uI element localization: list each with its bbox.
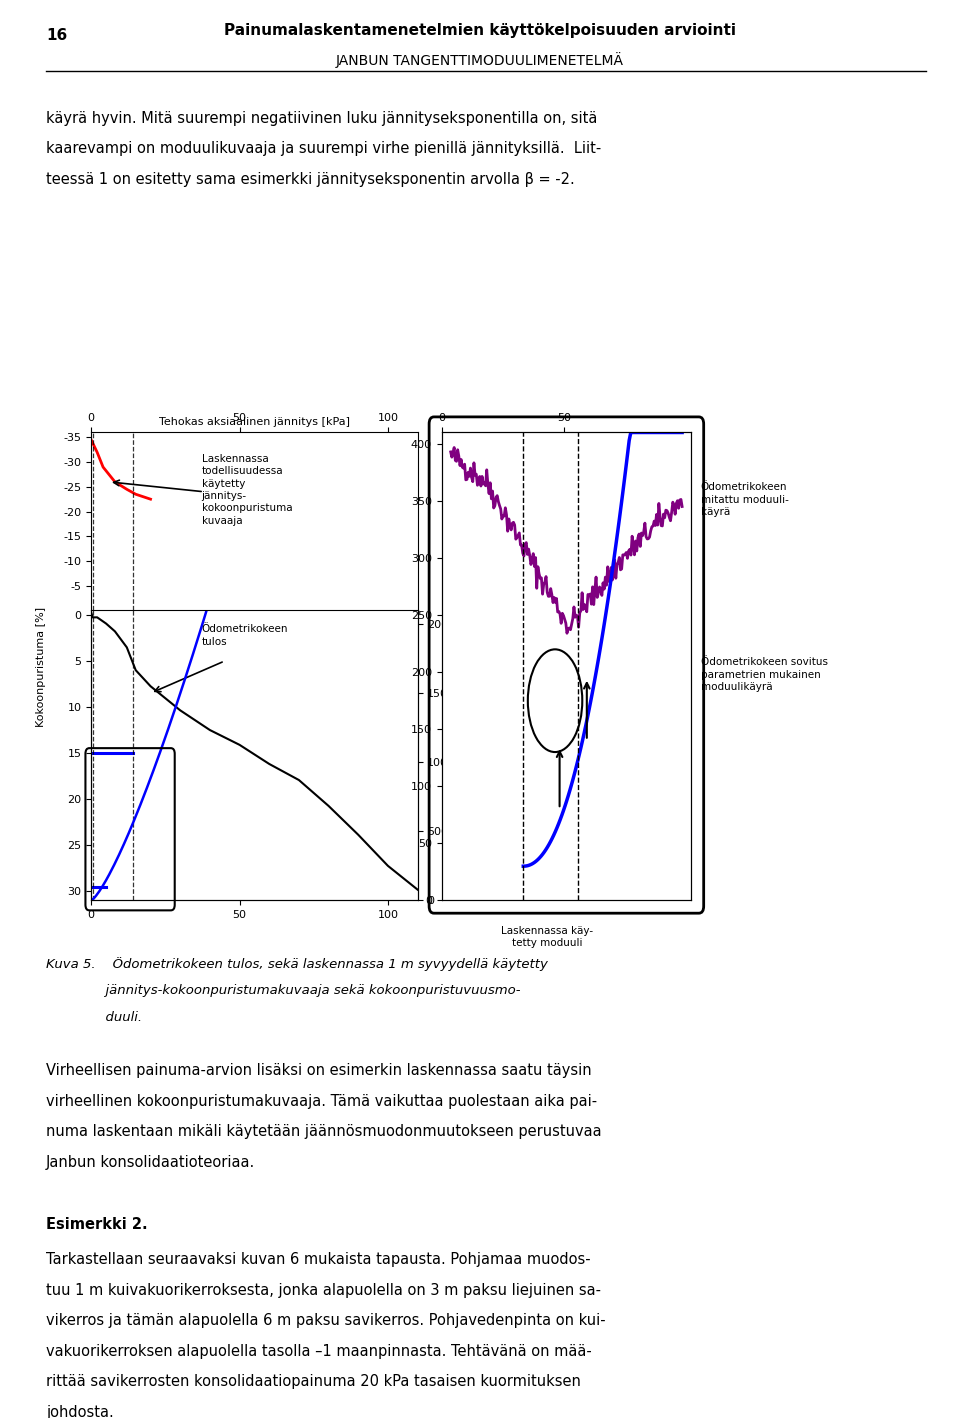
Text: johdosta.: johdosta. [46,1404,114,1418]
Text: vakuorikerroksen alapuolella tasolla –1 maanpinnasta. Tehtävänä on mää-: vakuorikerroksen alapuolella tasolla –1 … [46,1344,591,1358]
Text: duuli.: duuli. [46,1011,142,1024]
Text: Laskennassa
todellisuudessa
käytetty
jännitys-
kokoonpuristuma
kuvaaja: Laskennassa todellisuudessa käytetty jän… [202,454,292,526]
Text: Esimerkki 2.: Esimerkki 2. [46,1217,148,1232]
Text: Virheellisen painuma-arvion lisäksi on esimerkin laskennassa saatu täysin: Virheellisen painuma-arvion lisäksi on e… [46,1064,591,1079]
Text: Janbun konsolidaatioteoriaa.: Janbun konsolidaatioteoriaa. [46,1154,255,1170]
Text: vikerros ja tämän alapuolella 6 m paksu savikerros. Pohjavedenpinta on kui-: vikerros ja tämän alapuolella 6 m paksu … [46,1313,606,1329]
Text: Ödometrikokeen
mitattu moduuli-
käyrä: Ödometrikokeen mitattu moduuli- käyrä [701,482,789,518]
Text: 16: 16 [46,28,67,44]
Text: Ödometrikokeen
tulos: Ödometrikokeen tulos [202,624,288,647]
Text: kaarevampi on moduulikuvaaja ja suurempi virhe pienillä jännityksillä.  Liit-: kaarevampi on moduulikuvaaja ja suurempi… [46,142,601,156]
Text: Ödometrikokeen sovitus
parametrien mukainen
moduulikäyrä: Ödometrikokeen sovitus parametrien mukai… [701,657,828,692]
Y-axis label: Moduuli [kPa]: Moduuli [kPa] [469,718,479,793]
Text: rittää savikerrosten konsolidaatiopainuma 20 kPa tasaisen kuormituksen: rittää savikerrosten konsolidaatiopainum… [46,1374,581,1390]
Text: jännitys-kokoonpuristumakuvaaja sekä kokoonpuristuvuusmo-: jännitys-kokoonpuristumakuvaaja sekä kok… [46,984,520,997]
Text: teessä 1 on esitetty sama esimerkki jännityseksponentin arvolla β = -2.: teessä 1 on esitetty sama esimerkki jänn… [46,172,575,187]
Text: Tarkastellaan seuraavaksi kuvan 6 mukaista tapausta. Pohjamaa muodos-: Tarkastellaan seuraavaksi kuvan 6 mukais… [46,1252,590,1268]
Text: Painumalaskentamenetelmien käyttökelpoisuuden arviointi: Painumalaskentamenetelmien käyttökelpois… [224,23,736,38]
Text: Tehokas aksiaalinen jännitys [kPa]: Tehokas aksiaalinen jännitys [kPa] [159,417,349,427]
Text: tuu 1 m kuivakuorikerroksesta, jonka alapuolella on 3 m paksu liejuinen sa-: tuu 1 m kuivakuorikerroksesta, jonka ala… [46,1282,601,1297]
Text: Kokoonpuristuma [%]: Kokoonpuristuma [%] [36,607,46,726]
Text: numa laskentaan mikäli käytetään jäännösmuodonmuutokseen perustuvaa: numa laskentaan mikäli käytetään jäännös… [46,1124,602,1140]
Text: virheellinen kokoonpuristumakuvaaja. Tämä vaikuttaa puolestaan aika pai-: virheellinen kokoonpuristumakuvaaja. Täm… [46,1095,597,1109]
Text: JANBUN TANGENTTIMODUULIMENETELMÄ: JANBUN TANGENTTIMODUULIMENETELMÄ [336,52,624,68]
Text: Kuva 5.    Ödometrikokeen tulos, sekä laskennassa 1 m syvyydellä käytetty: Kuva 5. Ödometrikokeen tulos, sekä laske… [46,957,548,971]
Text: käyrä hyvin. Mitä suurempi negatiivinen luku jännityseksponentilla on, sitä: käyrä hyvin. Mitä suurempi negatiivinen … [46,111,597,126]
Text: Laskennassa käy-
tetty moduuli: Laskennassa käy- tetty moduuli [501,926,593,949]
